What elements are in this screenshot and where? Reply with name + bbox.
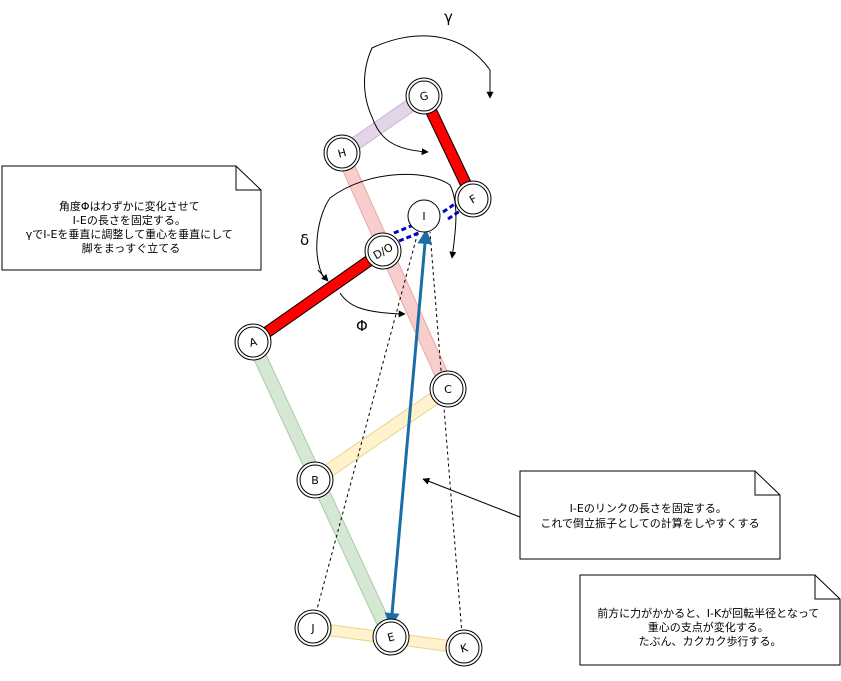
node-do: D/O [364,232,402,270]
gamma-arrow [364,35,494,118]
note-force-line-3: たぶん、カクカク歩行する。 [639,634,782,648]
node-e: E [372,618,410,656]
node-e-label: E [386,630,396,644]
node-c-label: C [444,383,452,396]
fixation-mark-i-do-2 [398,230,422,243]
note-link-line-2: これで倒立振子としての計算をしやすくする [540,516,759,530]
gamma-arrow-lower [371,116,429,156]
note-angle-line-1: 角度Φはわずかに変化させて [59,199,200,213]
node-i-label: I [422,210,425,223]
node-k: K [445,629,483,667]
node-j: J [294,609,332,647]
note-link: I-Eのリンクの長さを固定する。 これで倒立振子としての計算をしやすくする [519,470,781,560]
note-angle: 角度Φはわずかに変化させて I-Eの長さを固定する。 γでI-Eを垂直に調整して… [1,165,262,271]
phi-label: Φ [356,317,368,335]
links [246,90,479,654]
phi-arrow [339,292,406,318]
note-pointer-arrow [422,478,521,518]
node-b-label: B [311,474,319,487]
node-j-label: J [310,622,314,635]
node-h-label: H [336,146,347,161]
note-force-line-2: 重心の支点が変化する。 [648,620,769,634]
node-a-label: A [248,335,259,350]
node-k-label: K [459,641,470,656]
note-angle-line-3: γでI-Eを垂直に調整して重心を垂直にして [26,227,233,241]
node-i: I [407,199,441,233]
delta-arrow [316,173,457,281]
note-force: 前方に力がかかると、I-Kが回転半径となって 重心の支点が変化する。 たぶん、カ… [579,574,841,666]
node-f: F [454,180,492,218]
delta-arrow-tail [317,269,329,282]
note-link-line-1: I-Eのリンクの長さを固定する。 [570,501,727,515]
delta-label: δ [300,231,309,249]
note-angle-line-2: I-Eの長さを固定する。 [73,213,186,227]
svg-text:前方に力がかかると、I-Kが回転半径となって 重: 前方に力がかかると、I-Kが回転半径となって 重心の支点が変化する。 たぶん、カ… [597,606,823,648]
svg-text:角度Φはわずかに変化させて I-Eの長さを固定す: 角度Φはわずかに変化させて I-Eの長さを固定する。 γでI-Eを垂直に調整して… [26,199,237,255]
nodes: G H F I D/O A C B [234,77,492,667]
dashed-k-i [429,231,463,635]
node-h: H [323,134,361,172]
node-a: A [234,323,272,361]
dashed-lines [315,231,463,635]
link-i-e-fixed [384,229,433,628]
node-f-label: F [467,192,479,206]
note-angle-line-4: 脚をまっすぐ立てる [82,241,181,255]
node-c: C [429,370,467,408]
node-g: G [405,77,443,115]
gamma-label: γ [444,8,453,26]
node-b: B [296,461,334,499]
svg-text:I-Eのリンクの長さを固定する。 これで倒立振子: I-Eのリンクの長さを固定する。 これで倒立振子としての計算をしやすくする [540,501,759,530]
note-force-line-1: 前方に力がかかると、I-Kが回転半径となって [597,606,819,620]
node-g-label: G [418,89,430,104]
